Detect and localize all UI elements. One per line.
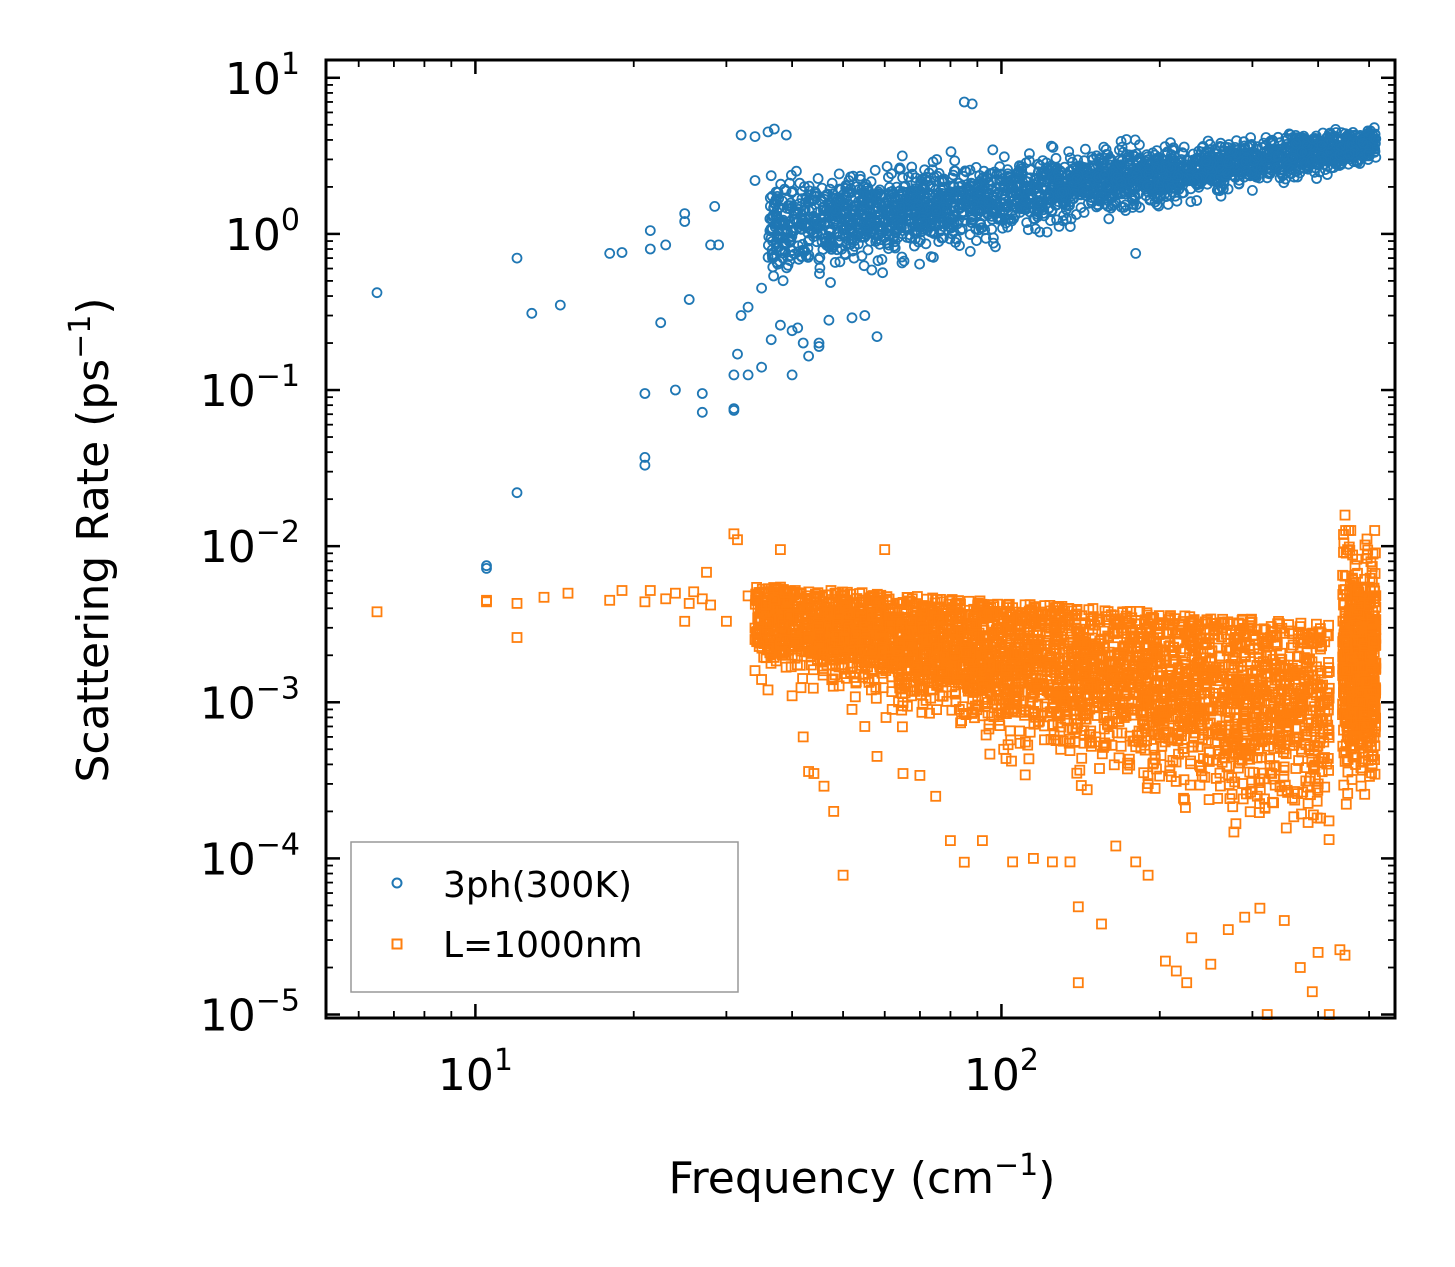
scatter-point-3ph xyxy=(780,129,792,141)
scatter-point-3ph xyxy=(775,319,786,331)
scatter-point-3ph xyxy=(833,168,845,180)
scatter-point-l1000 xyxy=(1006,755,1017,767)
scatter-point-3ph xyxy=(765,334,777,346)
scatter-point-l1000 xyxy=(1280,822,1292,834)
scatter-point-3ph xyxy=(644,225,656,237)
scatter-point-3ph xyxy=(655,317,667,329)
scatter-point-3ph xyxy=(964,245,976,257)
scatter-point-3ph xyxy=(987,144,999,156)
scatter-point-3ph xyxy=(604,247,616,259)
scatter-point-3ph xyxy=(945,146,957,158)
scatter-point-3ph xyxy=(846,312,858,324)
scatter-point-l1000 xyxy=(797,673,808,684)
scatter-point-3ph xyxy=(742,369,754,381)
scatter-point-3ph xyxy=(866,264,878,276)
scatter-point-3ph xyxy=(735,310,747,321)
scatter-point-3ph xyxy=(1103,213,1115,225)
scatter-point-3ph xyxy=(1047,141,1059,153)
scatter-point-l1000 xyxy=(749,665,761,676)
scatter-point-3ph xyxy=(814,262,826,274)
series-3ph xyxy=(371,96,1382,574)
scatter-point-l1000 xyxy=(1004,725,1016,737)
scatter-point-3ph xyxy=(1041,226,1053,238)
scatter-point-3ph xyxy=(728,369,740,381)
scatter-point-l1000 xyxy=(1302,798,1314,809)
scatter-point-3ph xyxy=(971,235,982,247)
scatter-point-3ph xyxy=(696,388,708,399)
scatter-point-3ph xyxy=(1045,215,1056,227)
scatter-point-3ph xyxy=(914,258,925,270)
scatter-point-3ph xyxy=(644,243,656,255)
scatter-point-3ph xyxy=(1080,143,1091,155)
scatter-point-3ph xyxy=(732,348,743,360)
scatter-point-3ph xyxy=(859,310,871,321)
scatter-point-3ph xyxy=(742,301,754,313)
scatter-point-3ph xyxy=(896,257,908,269)
scatter-point-3ph xyxy=(777,275,789,287)
plot-area xyxy=(371,96,1382,1020)
scatter-point-3ph xyxy=(735,129,747,141)
scatter-point-3ph xyxy=(554,299,566,311)
scatter-point-3ph xyxy=(756,361,767,373)
scatter-point-3ph xyxy=(696,406,708,418)
scatter-point-l1000 xyxy=(1203,794,1215,805)
scatter-point-3ph xyxy=(526,307,538,319)
scatter-point-l1000 xyxy=(1185,755,1196,767)
scatter-point-3ph xyxy=(823,314,835,326)
scatter-point-3ph xyxy=(765,170,777,182)
scatter-point-3ph xyxy=(862,244,874,256)
scatter-point-l1000 xyxy=(1023,753,1035,765)
scatter-point-l1000 xyxy=(1244,766,1256,778)
scatter-point-3ph xyxy=(768,270,779,282)
scatter-point-3ph xyxy=(1115,135,1127,147)
scatter-point-3ph xyxy=(709,200,721,212)
scatter-point-3ph xyxy=(896,150,908,162)
scatter-point-3ph xyxy=(964,229,976,240)
scatter-point-3ph xyxy=(881,161,893,172)
scatter-point-3ph xyxy=(1072,154,1083,166)
scatter-point-3ph xyxy=(371,287,383,299)
scatter-point-3ph xyxy=(797,337,809,349)
scatter-point-3ph xyxy=(1063,146,1075,158)
scatter-point-3ph xyxy=(998,151,1010,163)
scatter-point-3ph xyxy=(889,242,901,254)
scatter-point-3ph xyxy=(616,247,628,258)
scatter-point-3ph xyxy=(877,267,888,279)
scatter-point-l1000 xyxy=(849,691,861,703)
scatter-point-3ph xyxy=(1130,247,1142,259)
scatter-point-3ph xyxy=(1046,140,1057,152)
scatter-point-3ph xyxy=(949,155,961,167)
scatter-point-l1000 xyxy=(1074,764,1086,776)
scatter-point-3ph xyxy=(670,384,681,396)
scatter-point-3ph xyxy=(1050,152,1062,164)
scatter-point-3ph xyxy=(639,388,651,399)
scatter-point-3ph xyxy=(1191,195,1203,206)
scatter-point-3ph xyxy=(660,239,672,251)
scatter-point-3ph xyxy=(1121,134,1132,145)
scatter-point-3ph xyxy=(749,175,761,186)
scatter-point-l1000 xyxy=(1076,752,1088,764)
scatter-point-3ph xyxy=(1247,184,1258,196)
scatter-point-l1000 xyxy=(1071,767,1083,779)
scatter-point-3ph xyxy=(803,350,814,362)
scatter-point-3ph xyxy=(869,164,881,176)
scatter-point-3ph xyxy=(756,282,767,294)
scatter-point-l1000 xyxy=(1212,793,1224,804)
scatter-point-3ph xyxy=(511,252,523,264)
scatter-point-3ph xyxy=(897,172,908,184)
scatter-point-3ph xyxy=(812,173,824,184)
scatter-point-3ph xyxy=(825,277,836,288)
scatter-point-3ph xyxy=(749,131,761,143)
scatter-point-3ph xyxy=(511,487,523,499)
scatter-point-3ph xyxy=(786,369,798,381)
scatter-point-3ph xyxy=(683,294,695,305)
scatter-point-3ph xyxy=(1185,196,1197,208)
scatter-point-3ph xyxy=(871,331,883,343)
scatter-point-l1000 xyxy=(807,682,819,694)
